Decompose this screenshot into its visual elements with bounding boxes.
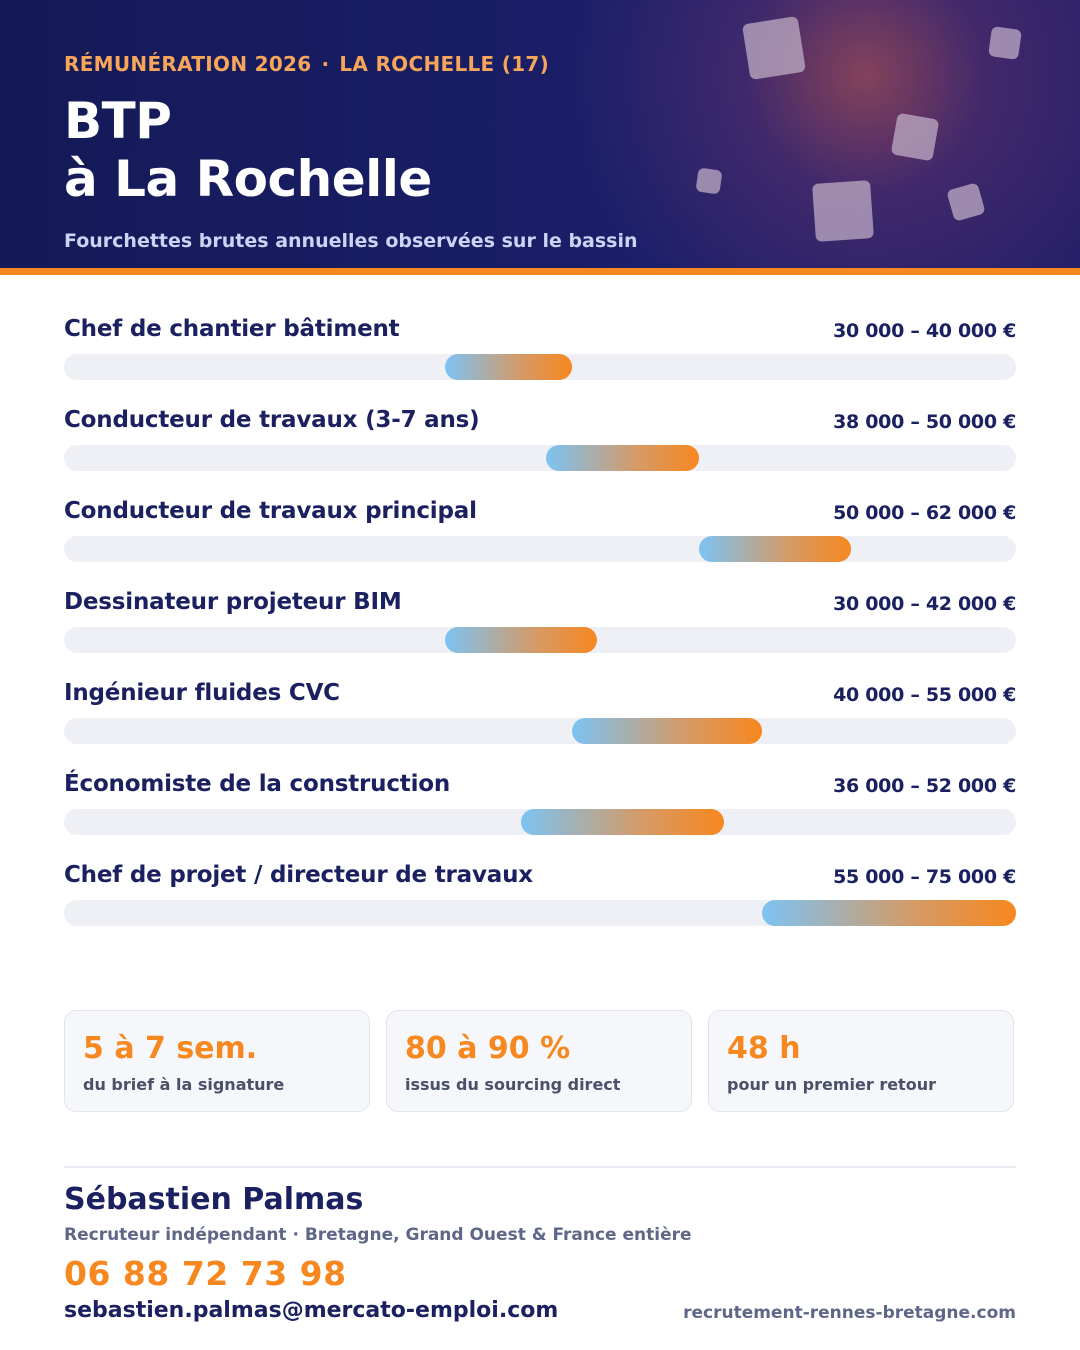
range-track	[64, 718, 1016, 744]
stat-card-sourcing: 80 à 90 % issus du sourcing direct	[386, 1010, 692, 1112]
salary-range-label: 50 000 – 62 000 €	[833, 502, 1016, 524]
salary-row: Conducteur de travaux principal 50 000 – …	[64, 498, 1016, 589]
job-title-label: Chef de chantier bâtiment	[64, 316, 400, 342]
footer-divider	[64, 1166, 1016, 1168]
salary-range-label: 36 000 – 52 000 €	[833, 775, 1016, 797]
decorative-square	[695, 167, 723, 195]
range-track	[64, 627, 1016, 653]
job-title-label: Ingénieur fluides CVC	[64, 680, 340, 706]
range-bar	[762, 900, 1016, 926]
contact-role: Recruteur indépendant · Bretagne, Grand …	[64, 1225, 692, 1245]
salary-range-label: 30 000 – 42 000 €	[833, 593, 1016, 615]
salary-row: Économiste de la construction 36 000 – 52…	[64, 771, 1016, 862]
eyebrow: RÉMUNÉRATION 2026 · LA ROCHELLE (17)	[64, 52, 549, 76]
decorative-square	[741, 15, 807, 81]
salary-range-chart: Chef de chantier bâtiment 30 000 – 40 000…	[64, 316, 1016, 953]
accent-divider	[0, 268, 1080, 275]
hero-banner: RÉMUNÉRATION 2026 · LA ROCHELLE (17) BTP à…	[0, 0, 1080, 268]
stat-label: pour un premier retour	[727, 1075, 936, 1094]
eyebrow-topic: RÉMUNÉRATION 2026	[64, 52, 312, 76]
job-title-label: Conducteur de travaux (3-7 ans)	[64, 407, 480, 433]
salary-row: Dessinateur projeteur BIM 30 000 – 42 000…	[64, 589, 1016, 680]
decorative-square	[812, 180, 874, 242]
contact-phone[interactable]: 06 88 72 73 98	[64, 1254, 347, 1293]
range-track	[64, 900, 1016, 926]
salary-row: Chef de chantier bâtiment 30 000 – 40 000…	[64, 316, 1016, 407]
stat-value: 48 h	[727, 1031, 801, 1066]
job-title-label: Dessinateur projeteur BIM	[64, 589, 402, 615]
range-bar	[445, 354, 572, 380]
title-line-1: BTP	[64, 92, 172, 150]
salary-range-label: 55 000 – 75 000 €	[833, 866, 1016, 888]
stat-card-response: 48 h pour un premier retour	[708, 1010, 1014, 1112]
stat-label: du brief à la signature	[83, 1075, 285, 1094]
job-title-label: Économiste de la construction	[64, 771, 451, 797]
range-bar	[521, 809, 724, 835]
salary-row: Conducteur de travaux (3-7 ans) 38 000 – …	[64, 407, 1016, 498]
salary-range-label: 30 000 – 40 000 €	[833, 320, 1016, 342]
stat-label: issus du sourcing direct	[405, 1075, 621, 1094]
salary-range-label: 38 000 – 50 000 €	[833, 411, 1016, 433]
eyebrow-separator: ·	[321, 52, 330, 76]
range-track	[64, 536, 1016, 562]
decorative-square	[890, 112, 940, 162]
eyebrow-location: LA ROCHELLE (17)	[339, 52, 550, 76]
salary-row: Chef de projet / directeur de travaux 55 …	[64, 862, 1016, 953]
range-bar	[546, 445, 699, 471]
contact-website[interactable]: recrutement-rennes-bretagne.com	[683, 1303, 1016, 1323]
salary-range-label: 40 000 – 55 000 €	[833, 684, 1016, 706]
contact-name: Sébastien Palmas	[64, 1182, 364, 1217]
title-line-2: à La Rochelle	[64, 150, 432, 208]
range-track	[64, 445, 1016, 471]
page-subtitle: Fourchettes brutes annuelles observées s…	[64, 230, 638, 252]
contact-email[interactable]: sebastien.palmas@mercato-emploi.com	[64, 1298, 559, 1323]
range-track	[64, 354, 1016, 380]
range-bar	[445, 627, 597, 653]
stat-value: 5 à 7 sem.	[83, 1031, 258, 1066]
key-figures: 5 à 7 sem. du brief à la signature 80 à …	[64, 1010, 1016, 1114]
stat-card-delay: 5 à 7 sem. du brief à la signature	[64, 1010, 370, 1112]
salary-row: Ingénieur fluides CVC 40 000 – 55 000 €	[64, 680, 1016, 771]
job-title-label: Chef de projet / directeur de travaux	[64, 862, 533, 888]
range-bar	[572, 718, 762, 744]
range-track	[64, 809, 1016, 835]
decorative-square	[988, 26, 1022, 60]
page-title: BTP à La Rochelle	[64, 92, 432, 208]
range-bar	[699, 536, 851, 562]
job-title-label: Conducteur de travaux principal	[64, 498, 477, 524]
stat-value: 80 à 90 %	[405, 1031, 571, 1066]
decorative-square	[946, 182, 986, 222]
